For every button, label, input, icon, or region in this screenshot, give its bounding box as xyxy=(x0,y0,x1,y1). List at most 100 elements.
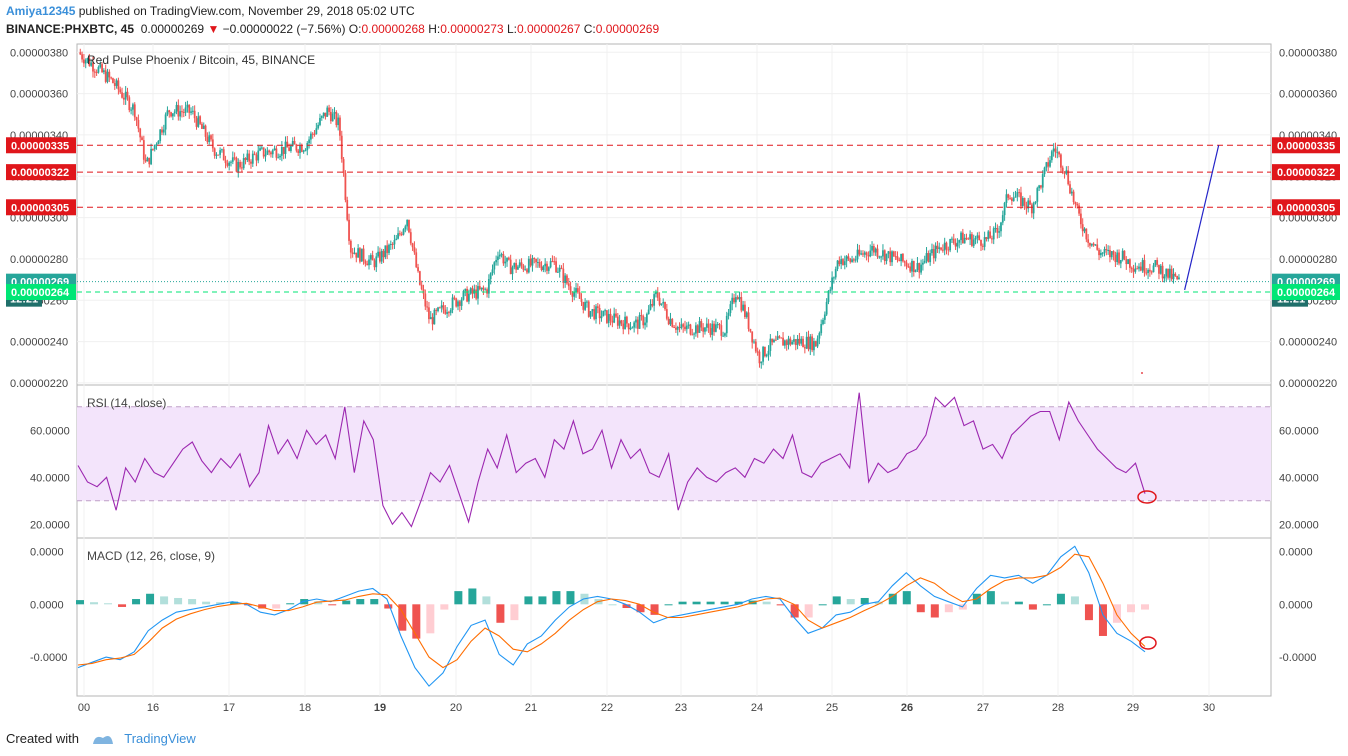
candle-body xyxy=(974,238,977,240)
macd-histogram-bar xyxy=(342,600,351,605)
macd-tick-left: 0.0000 xyxy=(30,599,64,611)
tradingview-brand[interactable]: TradingView xyxy=(124,731,196,746)
candle-body xyxy=(764,346,766,357)
candle-body xyxy=(173,111,176,114)
candle-body xyxy=(972,239,975,246)
symbol-line: BINANCE:PHXBTC, 45 0.00000269 ▼ −0.00000… xyxy=(6,22,659,36)
last-price: 0.00000269 xyxy=(140,22,205,36)
candle-body xyxy=(357,248,360,258)
candle-body xyxy=(620,320,623,324)
candle-body xyxy=(596,306,599,308)
candle-body xyxy=(705,323,708,328)
candle-body xyxy=(829,289,832,291)
candle-body xyxy=(1089,242,1091,246)
candle-body xyxy=(1096,244,1099,250)
candle-body xyxy=(1076,203,1079,206)
rsi-circle-annotation[interactable] xyxy=(1137,490,1157,504)
y-tick-label-right: 0.00000360 xyxy=(1279,89,1337,101)
candle-body xyxy=(373,260,376,268)
candle-body xyxy=(429,317,432,320)
candle-body xyxy=(253,153,256,155)
macd-histogram-bar xyxy=(328,604,337,606)
candle-body xyxy=(280,147,283,156)
x-tick-label: 20 xyxy=(450,702,462,714)
macd-histogram-bar xyxy=(566,591,575,605)
candle-body xyxy=(618,320,621,326)
candle-body xyxy=(862,253,864,255)
candle-body xyxy=(825,301,828,315)
candle-body xyxy=(740,297,743,311)
candle-body xyxy=(344,172,347,200)
candle-body xyxy=(547,267,550,271)
candle-body xyxy=(647,309,650,315)
candle-body xyxy=(210,135,212,140)
macd-histogram-bar xyxy=(118,604,127,607)
candle-body xyxy=(1101,252,1104,254)
candle-body xyxy=(833,277,835,279)
candle-body xyxy=(1152,265,1155,273)
candle-body xyxy=(892,251,895,257)
candle-body xyxy=(932,249,935,259)
candle-body xyxy=(288,147,291,151)
candle-body xyxy=(635,319,637,323)
candle-body xyxy=(580,298,583,302)
candle-body xyxy=(902,253,904,262)
candle-body xyxy=(1099,252,1102,256)
candle-body xyxy=(943,242,946,251)
candle-body xyxy=(308,139,310,144)
candle-body xyxy=(86,58,89,61)
candle-body xyxy=(371,255,374,261)
candle-body xyxy=(1083,228,1086,232)
trendline[interactable] xyxy=(1184,145,1220,291)
candle-body xyxy=(575,288,577,293)
candle-body xyxy=(482,287,485,290)
candle-body xyxy=(121,92,123,98)
candle-body xyxy=(1069,184,1071,194)
candle-body xyxy=(584,302,587,310)
candle-body xyxy=(520,262,523,266)
candle-body xyxy=(847,256,850,259)
candle-body xyxy=(900,253,903,262)
author-link[interactable]: Amiya12345 xyxy=(6,4,76,18)
candle-body xyxy=(616,316,619,326)
macd-histogram-bar xyxy=(286,603,295,605)
candle-body xyxy=(1043,167,1046,175)
candle-body xyxy=(1001,215,1004,223)
candle-body xyxy=(734,297,737,303)
candle-body xyxy=(898,259,901,262)
candle-body xyxy=(1061,167,1064,172)
candle-body xyxy=(1041,174,1044,188)
candle-body xyxy=(941,249,944,251)
candle-body xyxy=(393,240,396,245)
rsi-tick-right: 40.0000 xyxy=(1279,472,1319,484)
candle-body xyxy=(170,112,172,117)
macd-histogram-bar xyxy=(160,596,169,605)
candle-body xyxy=(564,275,567,283)
candle-body xyxy=(275,148,278,158)
rsi-tick-left: 60.0000 xyxy=(30,425,70,437)
x-tick-label: 25 xyxy=(826,702,838,714)
candle-body xyxy=(586,301,588,303)
candle-body xyxy=(460,299,463,306)
candle-body xyxy=(1067,170,1070,185)
macd-circle-annotation[interactable] xyxy=(1139,636,1157,650)
candle-body xyxy=(84,60,87,64)
candle-body xyxy=(426,306,429,308)
candle-body xyxy=(714,324,717,332)
candle-body xyxy=(526,269,528,273)
candle-body xyxy=(213,148,216,156)
candle-body xyxy=(181,111,183,113)
candle-body xyxy=(326,107,329,117)
level-tag-left-bg xyxy=(6,164,76,181)
x-tick-label: 23 xyxy=(675,702,687,714)
candle-body xyxy=(164,114,167,130)
x-tick-label: 26 xyxy=(901,702,913,714)
candle-body xyxy=(1167,268,1169,278)
candle-body xyxy=(556,271,559,273)
macd-histogram-bar xyxy=(1126,604,1135,613)
candle-body xyxy=(604,310,606,312)
y-tick-label-right: 0.00000240 xyxy=(1279,337,1337,349)
candle-body xyxy=(518,262,521,267)
candle-body xyxy=(324,112,327,117)
